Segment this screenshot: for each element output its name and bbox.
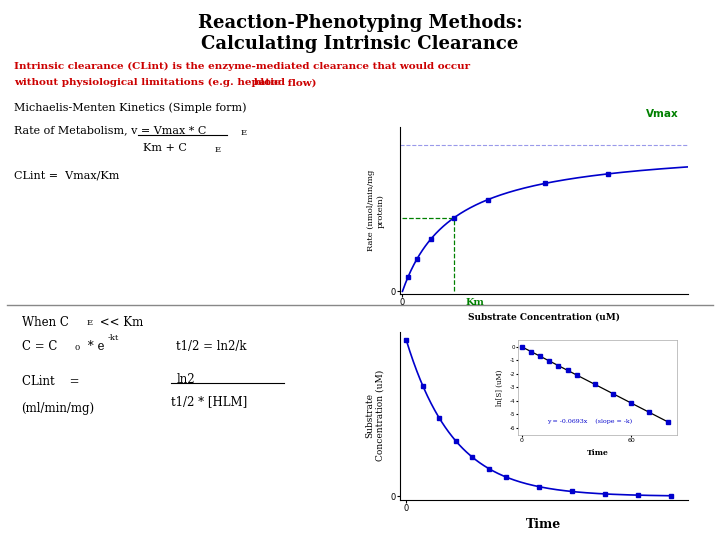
Text: 0: 0 — [75, 344, 80, 352]
Text: Km + C: Km + C — [143, 143, 186, 153]
Text: y = -0.0693x    (slope = -k): y = -0.0693x (slope = -k) — [547, 419, 632, 424]
Text: blood: blood — [253, 78, 285, 87]
Text: Michaelis-Menten Kinetics (Simple form): Michaelis-Menten Kinetics (Simple form) — [14, 103, 247, 113]
X-axis label: Time: Time — [587, 449, 608, 457]
X-axis label: Substrate Concentration (uM): Substrate Concentration (uM) — [467, 313, 620, 322]
Text: flow): flow) — [284, 78, 316, 87]
Text: Rate of Metabolism, v = Vmax * C: Rate of Metabolism, v = Vmax * C — [14, 125, 207, 136]
Text: E: E — [86, 319, 93, 327]
Text: t1/2 * [HLM]: t1/2 * [HLM] — [171, 395, 248, 408]
Text: Intrinsic clearance (CLint) is the enzyme-mediated clearance that would occur: Intrinsic clearance (CLint) is the enzym… — [14, 62, 471, 71]
Text: (ml/min/mg): (ml/min/mg) — [22, 402, 95, 415]
X-axis label: Time: Time — [526, 518, 561, 531]
Text: * e: * e — [84, 340, 104, 353]
Text: << Km: << Km — [96, 316, 143, 329]
Text: CLint =  Vmax/Km: CLint = Vmax/Km — [14, 170, 120, 180]
Y-axis label: Substrate
Concentration (uM): Substrate Concentration (uM) — [365, 370, 384, 461]
Text: E: E — [240, 129, 247, 137]
Text: ln2: ln2 — [176, 373, 195, 386]
Text: When C: When C — [22, 316, 68, 329]
Text: without physiological limitations (e.g. hepatic: without physiological limitations (e.g. … — [14, 78, 284, 87]
Text: Calculating Intrinsic Clearance: Calculating Intrinsic Clearance — [202, 35, 518, 53]
Text: Reaction-Phenotyping Methods:: Reaction-Phenotyping Methods: — [197, 14, 523, 31]
Text: CLint    =: CLint = — [22, 375, 79, 388]
Text: Vmax: Vmax — [647, 109, 679, 118]
Text: -kt: -kt — [107, 334, 119, 342]
Text: E: E — [215, 146, 221, 154]
Text: t1/2 = ln2/k: t1/2 = ln2/k — [176, 340, 247, 353]
Y-axis label: Rate (nmol/min/mg
protein): Rate (nmol/min/mg protein) — [367, 170, 384, 251]
Y-axis label: ln[S] (uM): ln[S] (uM) — [496, 369, 504, 406]
Text: C = C: C = C — [22, 340, 57, 353]
Text: Km: Km — [465, 298, 484, 307]
